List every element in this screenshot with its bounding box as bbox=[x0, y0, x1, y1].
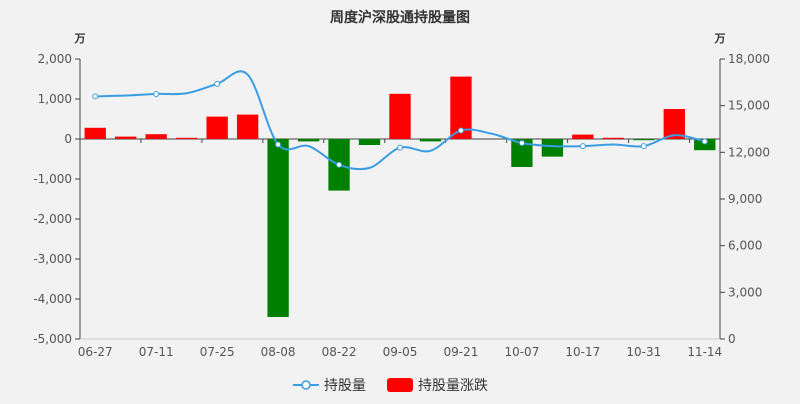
bar-series bbox=[84, 76, 716, 317]
left-tick-label: -4,000 bbox=[33, 292, 72, 306]
left-tick-label: 0 bbox=[64, 132, 72, 146]
bar[interactable] bbox=[267, 139, 289, 317]
bar[interactable] bbox=[633, 139, 655, 141]
line-series bbox=[92, 70, 708, 171]
legend-line-marker bbox=[301, 380, 311, 390]
left-tick-label: -1,000 bbox=[33, 172, 72, 186]
right-tick-label: 18,000 bbox=[728, 52, 770, 66]
right-tick-label: 3,000 bbox=[728, 285, 762, 299]
right-tick-label: 15,000 bbox=[728, 99, 770, 113]
line-point[interactable] bbox=[640, 143, 647, 150]
line-point[interactable] bbox=[457, 127, 464, 134]
bar[interactable] bbox=[419, 139, 442, 142]
bar[interactable] bbox=[572, 134, 594, 139]
x-tick-label: 10-31 bbox=[626, 345, 661, 359]
bar[interactable] bbox=[236, 114, 259, 139]
line-point[interactable] bbox=[397, 144, 403, 151]
x-tick-label: 08-08 bbox=[261, 345, 296, 359]
right-tick-label: 6,000 bbox=[728, 239, 762, 253]
x-tick-label: 09-21 bbox=[444, 345, 479, 359]
x-tick-label: 09-05 bbox=[383, 345, 418, 359]
left-axis-unit: 万 bbox=[74, 32, 86, 45]
bar[interactable] bbox=[450, 76, 472, 139]
bar[interactable] bbox=[511, 139, 533, 167]
line-point[interactable] bbox=[153, 91, 160, 97]
bar[interactable] bbox=[602, 137, 624, 139]
bar[interactable] bbox=[663, 109, 685, 139]
right-tick-label: 12,000 bbox=[728, 145, 770, 159]
x-tick-label: 10-17 bbox=[565, 345, 600, 359]
bar[interactable] bbox=[389, 93, 411, 139]
line-point[interactable] bbox=[336, 161, 343, 168]
left-tick-label: -2,000 bbox=[33, 212, 72, 226]
left-tick-label: 2,000 bbox=[38, 52, 72, 66]
bar[interactable] bbox=[694, 139, 716, 151]
right-axis-unit: 万 bbox=[714, 32, 726, 45]
line-point[interactable] bbox=[518, 140, 525, 146]
axes: 2,000 1,000 0 -1,000 -2,000 -3,000 -4,000 -5,00… bbox=[33, 52, 770, 359]
bar[interactable] bbox=[84, 127, 106, 139]
bar[interactable] bbox=[206, 116, 228, 139]
bar[interactable] bbox=[358, 139, 381, 145]
x-tick-label: 06-27 bbox=[78, 345, 113, 359]
x-tick-label: 08-22 bbox=[322, 345, 357, 359]
x-tick-label: 11-14 bbox=[687, 345, 722, 359]
bar[interactable] bbox=[297, 139, 320, 142]
left-tick-label: -3,000 bbox=[33, 252, 72, 266]
bar[interactable] bbox=[145, 134, 167, 139]
legend-label-holding: 持股量 bbox=[324, 378, 366, 394]
line-point[interactable] bbox=[579, 143, 586, 150]
line-point[interactable] bbox=[214, 80, 221, 87]
legend[interactable]: 持股量 持股量涨跌 bbox=[293, 378, 488, 394]
line-point[interactable] bbox=[701, 138, 708, 145]
x-tick-label: 10-07 bbox=[504, 345, 539, 359]
bar[interactable] bbox=[541, 139, 564, 157]
chart-title: 周度沪深股通持股量图 bbox=[330, 9, 470, 26]
bar[interactable] bbox=[176, 137, 198, 139]
left-tick-label: 1,000 bbox=[38, 92, 72, 106]
bar[interactable] bbox=[115, 136, 137, 139]
legend-bar-swatch bbox=[387, 378, 413, 392]
right-tick-label: 0 bbox=[728, 332, 736, 346]
left-tick-label: -5,000 bbox=[33, 332, 72, 346]
x-tick-label: 07-11 bbox=[139, 345, 174, 359]
legend-label-change: 持股量涨跌 bbox=[418, 378, 488, 394]
right-tick-label: 9,000 bbox=[728, 192, 762, 206]
line-point[interactable] bbox=[92, 93, 99, 100]
line-point[interactable] bbox=[275, 141, 282, 148]
x-tick-label: 07-25 bbox=[200, 345, 235, 359]
